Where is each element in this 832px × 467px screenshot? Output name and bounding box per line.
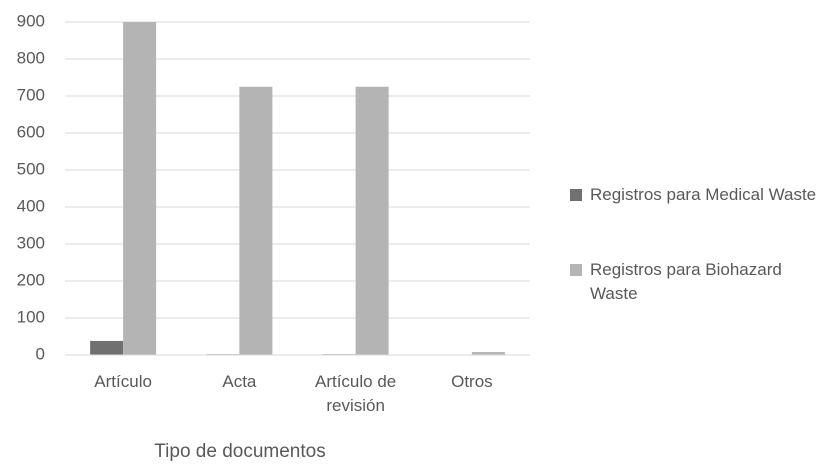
legend-item: Registros para Biohazard Waste bbox=[570, 258, 830, 306]
y-tick-label: 400 bbox=[17, 196, 45, 215]
bar bbox=[123, 22, 157, 355]
y-tick-label: 0 bbox=[36, 344, 45, 363]
legend-label: Registros para Medical Waste bbox=[590, 185, 817, 204]
y-tick-label: 900 bbox=[17, 11, 45, 30]
y-tick-label: 600 bbox=[17, 122, 45, 141]
x-axis-label: Tipo de documentos bbox=[154, 441, 326, 462]
y-tick-label: 100 bbox=[17, 307, 45, 326]
bar bbox=[471, 352, 505, 355]
x-tick-label: Acta bbox=[222, 372, 257, 391]
legend-item: Registros para Medical Waste bbox=[570, 183, 830, 207]
x-tick-label: Artículo de revisión bbox=[314, 372, 397, 415]
y-tick-label: 700 bbox=[17, 85, 45, 104]
y-tick-label: 300 bbox=[17, 233, 45, 252]
y-tick-label: 200 bbox=[17, 270, 45, 289]
y-tick-label: 500 bbox=[17, 159, 45, 178]
x-tick-label: Otros bbox=[451, 372, 493, 391]
legend-swatch bbox=[570, 264, 582, 276]
y-tick-label: 800 bbox=[17, 48, 45, 67]
legend-label: Registros para Biohazard Waste bbox=[590, 260, 782, 303]
legend-swatch bbox=[570, 189, 582, 201]
bar bbox=[239, 86, 273, 355]
bar bbox=[355, 86, 389, 355]
x-tick-label: Artículo bbox=[94, 372, 152, 391]
bar bbox=[90, 340, 124, 355]
